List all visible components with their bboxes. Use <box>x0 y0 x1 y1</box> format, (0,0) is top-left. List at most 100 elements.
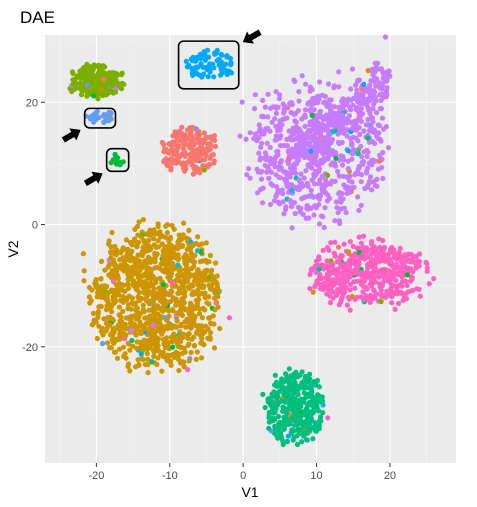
data-point <box>107 261 113 267</box>
data-point <box>374 133 380 139</box>
data-point <box>260 97 266 103</box>
data-point <box>275 413 282 420</box>
data-point <box>181 359 187 365</box>
data-point <box>325 142 331 148</box>
data-point <box>186 341 192 347</box>
data-point <box>169 339 175 345</box>
data-point <box>316 221 323 227</box>
x-tick-label: 10 <box>310 470 322 482</box>
data-point <box>328 240 334 246</box>
data-point <box>189 265 195 271</box>
data-point <box>206 259 212 265</box>
data-point <box>368 115 374 121</box>
data-point <box>184 254 191 260</box>
data-point <box>207 330 214 336</box>
data-point <box>318 132 324 138</box>
data-point <box>258 144 264 150</box>
data-point <box>198 340 204 346</box>
data-point <box>195 64 201 70</box>
data-point <box>305 393 312 399</box>
data-point <box>283 420 289 426</box>
data-point <box>351 260 357 266</box>
data-point <box>223 61 229 67</box>
data-point <box>114 72 121 78</box>
data-point <box>140 264 146 270</box>
arrow-head <box>242 29 262 44</box>
data-point <box>346 190 352 196</box>
data-point <box>288 387 294 393</box>
data-point <box>369 280 375 286</box>
data-point <box>333 155 339 161</box>
data-point <box>97 292 103 298</box>
y-axis-ticks: -20 0 20 <box>22 97 45 354</box>
data-point <box>162 260 168 266</box>
data-point <box>125 302 132 308</box>
data-point <box>313 258 320 264</box>
data-point <box>313 269 319 276</box>
data-point <box>175 300 181 306</box>
data-point <box>216 62 222 68</box>
data-point <box>308 148 314 154</box>
x-tick-label: -20 <box>88 470 104 482</box>
arrow-annotations <box>61 29 262 186</box>
data-point <box>367 260 373 266</box>
data-point <box>162 269 168 275</box>
data-point <box>295 426 301 432</box>
data-point <box>125 248 131 254</box>
data-point <box>146 230 152 236</box>
data-point <box>343 101 349 108</box>
data-point <box>180 285 186 291</box>
data-point <box>157 275 163 281</box>
data-point <box>278 165 284 171</box>
data-point <box>217 72 224 78</box>
data-point <box>339 294 345 300</box>
data-point <box>73 85 79 91</box>
data-point <box>369 264 375 270</box>
data-point <box>174 154 181 160</box>
data-point <box>356 269 362 275</box>
data-point <box>161 326 167 332</box>
data-point <box>155 355 161 361</box>
data-point <box>310 436 316 442</box>
data-point <box>168 324 174 330</box>
data-point <box>347 239 353 245</box>
data-point <box>352 285 358 291</box>
data-point <box>332 150 339 156</box>
data-point <box>96 62 102 68</box>
data-point <box>211 295 218 301</box>
data-point <box>285 433 291 439</box>
data-point <box>357 113 364 119</box>
data-point <box>151 236 157 242</box>
data-point <box>266 425 272 431</box>
data-point <box>110 70 116 76</box>
data-point <box>259 176 265 182</box>
data-point <box>423 259 429 265</box>
data-point <box>70 77 76 83</box>
data-point <box>307 107 313 113</box>
data-point <box>316 201 322 208</box>
data-point <box>295 204 302 210</box>
data-point <box>125 281 131 287</box>
data-point <box>120 308 126 314</box>
data-point <box>306 155 312 161</box>
x-axis-title: V1 <box>241 484 258 500</box>
data-point <box>181 220 187 226</box>
data-point <box>145 370 151 376</box>
data-point <box>315 408 322 414</box>
data-point <box>140 272 146 278</box>
data-point <box>123 332 129 338</box>
data-point <box>94 88 100 94</box>
data-point <box>358 294 364 300</box>
data-point <box>154 264 160 271</box>
data-point <box>211 160 217 166</box>
data-point <box>144 351 150 357</box>
data-point <box>340 270 346 276</box>
data-point <box>267 128 273 134</box>
data-point <box>187 125 193 131</box>
data-point <box>117 331 123 337</box>
data-point <box>134 324 140 330</box>
data-point <box>187 323 193 329</box>
data-point <box>314 94 320 100</box>
data-point <box>331 83 337 89</box>
